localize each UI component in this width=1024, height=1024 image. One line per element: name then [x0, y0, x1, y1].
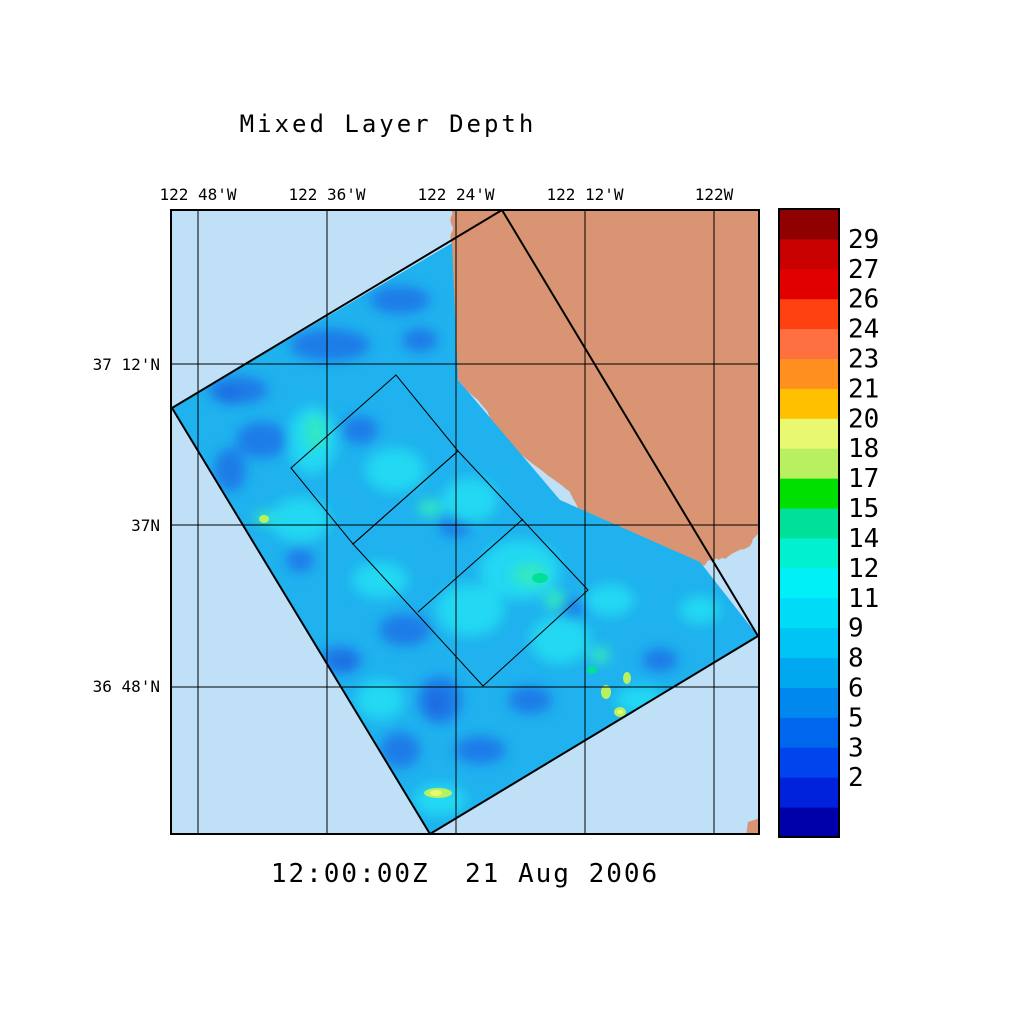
- field-patch: [418, 500, 442, 516]
- colorbar-swatch: [779, 807, 839, 838]
- colorbar-label: 3: [848, 733, 864, 763]
- colorbar-swatch: [779, 448, 839, 479]
- timestamp-label: 12:00:00Z 21 Aug 2006: [271, 859, 659, 889]
- colorbar-swatch: [779, 328, 839, 360]
- field-hotspot: [623, 672, 631, 684]
- lon-label: 122 12'W: [546, 185, 623, 204]
- lat-label: 36 48'N: [93, 677, 160, 696]
- lon-label: 122 36'W: [288, 185, 365, 204]
- colorbar-swatch: [779, 238, 839, 270]
- colorbar-swatch: [779, 418, 839, 449]
- colorbar-label: 27: [848, 255, 879, 285]
- longitude-labels: 122 48'W 122 36'W 122 24'W 122 12'W 122W: [159, 185, 733, 204]
- colorbar-frame: [778, 208, 840, 838]
- map-area: [171, 210, 759, 834]
- lon-label: 122 24'W: [417, 185, 494, 204]
- analysis-boxes: [290, 374, 589, 687]
- colorbar-label: 17: [848, 464, 879, 494]
- field-patch: [380, 732, 420, 768]
- colorbar-swatch: [779, 358, 839, 389]
- field-patch: [642, 648, 678, 672]
- field-hotspot: [601, 685, 611, 699]
- field-patch: [545, 590, 565, 610]
- field-hotspot: [587, 666, 597, 674]
- colorbar-swatch: [779, 657, 839, 688]
- analysis-box-divider: [417, 518, 524, 613]
- colorbar: [778, 208, 840, 838]
- field-patch: [454, 736, 506, 764]
- field-patch: [530, 616, 590, 664]
- colorbar-label: 15: [848, 494, 879, 524]
- field-patch: [216, 387, 240, 403]
- field-patch: [290, 329, 370, 361]
- field-patch: [590, 647, 610, 663]
- colorbar-label: 9: [848, 614, 864, 644]
- colorbar-label: 11: [848, 584, 879, 614]
- field-patch: [680, 596, 720, 624]
- colorbar-label: 21: [848, 374, 879, 404]
- land-corner: [746, 818, 759, 834]
- colorbar-swatch: [779, 478, 839, 509]
- colorbar-label: 29: [848, 225, 879, 255]
- field-hotspot: [259, 515, 269, 523]
- field-hotspot: [430, 790, 442, 796]
- field-patch: [370, 286, 430, 314]
- field-patch: [342, 416, 378, 444]
- field-patch: [352, 562, 408, 598]
- colorbar-swatch: [779, 508, 839, 539]
- colorbar-label: 18: [848, 434, 879, 464]
- land-mass: [440, 210, 759, 566]
- field-hotspots: [259, 515, 631, 798]
- colorbar-swatch: [779, 687, 839, 718]
- map-frame: [170, 209, 760, 835]
- colorbar-swatch: [779, 268, 839, 300]
- field-patch: [402, 328, 438, 352]
- field-patch: [586, 584, 634, 616]
- field-patch: [508, 686, 552, 714]
- colorbar-swatch: [779, 597, 839, 629]
- colorbar-label: 14: [848, 524, 879, 554]
- colorbar-swatch: [779, 627, 839, 659]
- analysis-box-lower: [352, 450, 589, 687]
- lat-label: 37N: [131, 516, 160, 535]
- field-patch: [236, 422, 288, 458]
- field-patch: [270, 498, 330, 542]
- field-hotspot: [617, 710, 623, 714]
- field-patch: [286, 548, 314, 572]
- colorbar-swatch: [779, 747, 839, 778]
- colorbar-label: 8: [848, 644, 864, 674]
- colorbar-swatch: [779, 388, 839, 419]
- field-patch: [436, 584, 504, 636]
- latitude-labels: 37 12'N 37N 36 48'N: [93, 355, 160, 696]
- colorbar-label: 24: [848, 315, 879, 345]
- field-patch: [305, 414, 325, 450]
- field-patch: [214, 448, 246, 492]
- colorbar-label: 26: [848, 285, 879, 315]
- field-patch: [356, 680, 404, 720]
- lon-label: 122 48'W: [159, 185, 236, 204]
- colorbar-label: 20: [848, 404, 879, 434]
- field-patch: [426, 691, 446, 715]
- lat-label: 37 12'N: [93, 355, 160, 374]
- colorbar-label: 23: [848, 345, 879, 375]
- colorbar-swatch: [779, 209, 839, 240]
- colorbar-swatch: [779, 777, 839, 808]
- field-patch: [379, 614, 431, 646]
- colorbar-swatch: [779, 298, 839, 330]
- field-patch: [335, 654, 355, 670]
- colorbar-label: 5: [848, 703, 864, 733]
- map-title: Mixed Layer Depth: [240, 110, 537, 138]
- colorbar-label: 6: [848, 674, 864, 704]
- colorbar-swatch: [779, 717, 839, 748]
- colorbar-label: 2: [848, 763, 864, 793]
- map-grid: [171, 210, 759, 834]
- lon-label: 122W: [695, 185, 734, 204]
- field-hotspot: [532, 573, 548, 583]
- colorbar-swatch: [779, 537, 839, 569]
- colorbar-label: 12: [848, 554, 879, 584]
- colorbar-swatch: [779, 567, 839, 599]
- field-patch: [365, 448, 425, 492]
